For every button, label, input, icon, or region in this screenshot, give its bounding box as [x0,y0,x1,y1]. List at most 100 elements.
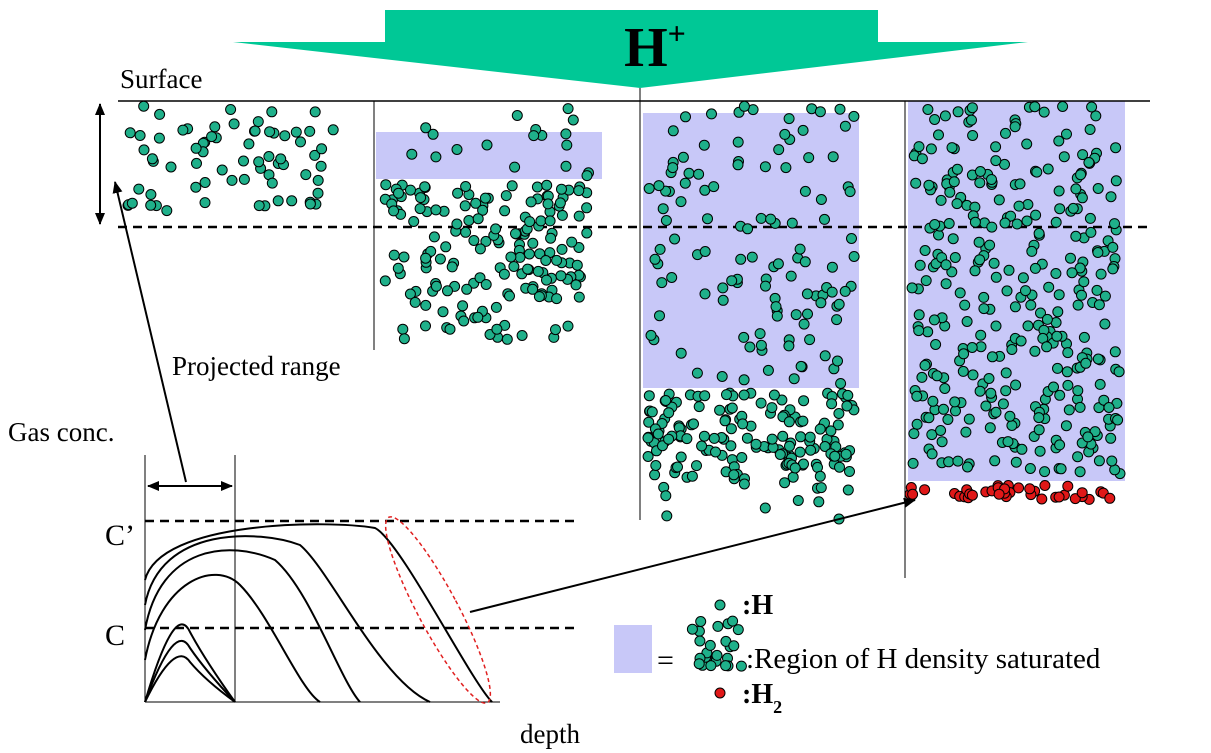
h-atom [815,424,825,434]
h-atom [207,132,217,142]
h-atom [524,249,534,259]
h-atom [681,112,691,122]
h-atom [747,252,757,262]
h-atom [661,216,671,226]
h-atom [534,292,544,302]
h-atom [643,433,653,443]
h-atom [1093,354,1103,364]
h-atom [800,257,810,267]
h-atom [968,131,978,141]
h-atom [398,324,408,334]
h-atom [958,366,968,376]
h-atom [778,431,788,441]
h-atom [421,300,431,310]
h-atom [523,264,533,274]
h-atom [986,388,996,398]
h-atom [784,417,794,427]
h-atom [574,186,584,196]
h-atom [154,133,164,143]
h-atom [525,217,535,227]
h-atom [1066,253,1076,263]
h-atom [968,370,978,380]
beam-symbol: H [624,17,668,79]
h-atom [574,292,584,302]
h-atom [680,178,690,188]
h-atom [399,334,409,344]
c-label: C [105,619,125,652]
h-atom [670,234,680,244]
h-atom [561,129,571,139]
h-atom [684,168,694,178]
h-atom [908,458,918,468]
h-atom [953,456,963,466]
legend-h-dot [715,600,725,610]
h-atom [930,220,940,230]
h-atom [1077,290,1087,300]
h-atom [943,415,953,425]
h-atom [1113,415,1123,425]
h-atom [676,348,686,358]
h-atom [1032,167,1042,177]
h-atom [664,434,674,444]
h-atom [1007,421,1017,431]
h-atom [694,659,704,669]
h-atom [952,199,962,209]
h-atom [800,186,810,196]
h-atom [803,309,813,319]
h-atom [296,137,306,147]
h-atom [1085,213,1095,223]
h-atom [254,157,264,167]
h-atom [441,242,451,252]
h-atom [567,237,577,247]
h-atom [265,127,275,137]
h-atom [415,204,425,214]
h-atom [562,140,572,150]
legend-saturated: :Region of H density saturated [746,643,1101,675]
h-atom [970,266,980,276]
h-atom [482,140,492,150]
h-atom [407,149,417,159]
h-atom [429,232,439,242]
h-atom [1010,302,1020,312]
h-atom [787,218,797,228]
h-atom [543,199,553,209]
h-atom [1043,164,1053,174]
h-atom [431,281,441,291]
h-atom [1002,286,1012,296]
h-atom [515,252,525,262]
h-atom [962,317,972,327]
h-atom [1067,268,1077,278]
h-atom [799,396,809,406]
h-atom [941,279,951,289]
h-atom [816,298,826,308]
h-atom [1016,336,1026,346]
h-atom [287,196,297,206]
h-atom [1076,170,1086,180]
h-atom [1062,129,1072,139]
h-atom [200,178,210,188]
h-atom [739,390,749,400]
h-atom [950,397,960,407]
h-atom [1053,363,1063,373]
h-atom [1100,291,1110,301]
h-atom [447,262,457,272]
h-atom [1073,300,1083,310]
h-atom [727,403,737,413]
h-atom [950,253,960,263]
h-atom [959,349,969,359]
h-atom [536,216,546,226]
h-atom [655,244,665,254]
h-atom [991,142,1001,152]
h-atom [771,302,781,312]
h-atom [461,227,471,237]
h-atom [572,260,582,270]
h-atom [1086,227,1096,237]
h-atom [389,206,399,216]
h-atom [1104,403,1114,413]
h-atom [273,196,283,206]
h-atom [563,321,573,331]
h-atom [796,432,806,442]
h-atom [1063,348,1073,358]
h-atom [421,123,431,133]
h2-molecule [1063,481,1073,491]
